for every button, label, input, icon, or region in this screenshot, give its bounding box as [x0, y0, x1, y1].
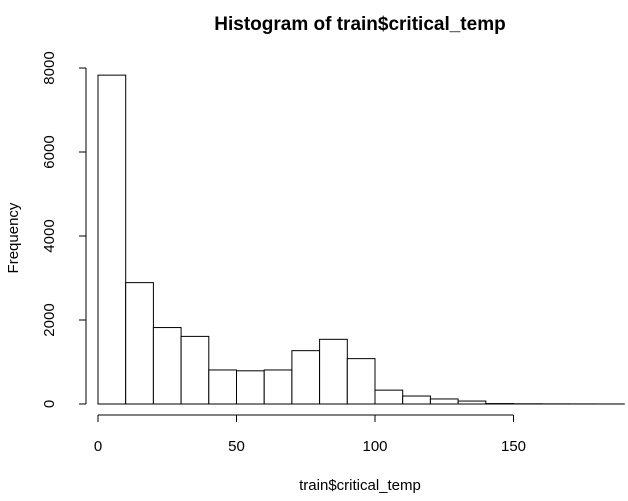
- histogram-bar: [319, 338, 348, 405]
- y-tick-label: 0: [41, 400, 58, 408]
- y-tick-label: 4000: [41, 219, 58, 252]
- histogram-bar: [374, 389, 404, 405]
- histogram-bar: [457, 400, 487, 405]
- x-tick-label: 0: [94, 438, 102, 455]
- y-tick-label: 2000: [41, 303, 58, 336]
- histogram-bar: [125, 282, 154, 405]
- y-tick-label: 6000: [41, 135, 58, 168]
- histogram-bar: [180, 335, 210, 405]
- x-axis: 0 50 100 150: [94, 414, 526, 455]
- histogram-bar: [236, 370, 265, 405]
- x-tick-label: 150: [501, 438, 526, 455]
- histogram-bar: [208, 369, 238, 405]
- histogram-bar: [402, 395, 431, 405]
- x-axis-label: train$critical_temp: [299, 477, 421, 494]
- y-axis-label: Frequency: [5, 202, 22, 273]
- histogram-bar: [429, 398, 459, 405]
- histogram-bar: [291, 350, 321, 405]
- x-tick-label: 100: [362, 438, 387, 455]
- histogram-bar: [346, 358, 376, 405]
- histogram-bar: [263, 369, 293, 405]
- histogram-bar: [152, 327, 182, 405]
- histogram-bar: [97, 74, 127, 405]
- chart-title: Histogram of train$critical_temp: [214, 14, 505, 35]
- y-tick-label: 8000: [41, 51, 58, 84]
- bars-group: [97, 74, 625, 405]
- x-tick-label: 50: [228, 438, 245, 455]
- y-axis: 0 2000 4000 6000 8000: [41, 51, 87, 408]
